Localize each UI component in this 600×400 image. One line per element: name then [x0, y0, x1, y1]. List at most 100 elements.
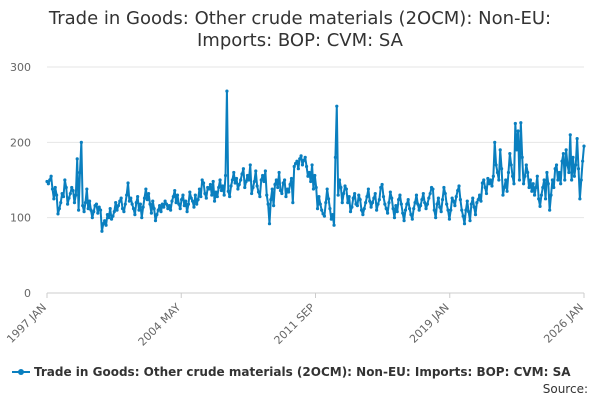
data-point — [412, 207, 416, 211]
data-point — [192, 205, 196, 209]
data-point — [377, 197, 381, 202]
data-point — [311, 187, 316, 191]
data-point — [417, 208, 421, 212]
y-tick-label: 200 — [10, 136, 31, 149]
data-point — [160, 202, 164, 206]
data-point — [450, 196, 454, 200]
legend-label: Trade in Goods: Other crude materials (2… — [34, 365, 571, 379]
data-point — [302, 158, 306, 163]
data-point — [215, 194, 219, 199]
data-point — [440, 197, 445, 202]
data-point — [370, 201, 375, 205]
data-point — [454, 194, 458, 199]
data-point — [181, 193, 185, 197]
data-point — [208, 182, 213, 187]
data-point — [158, 204, 162, 208]
data-point — [155, 213, 159, 217]
data-point — [144, 187, 148, 191]
data-point — [278, 188, 283, 193]
data-point — [244, 179, 248, 184]
data-point — [572, 174, 576, 178]
data-point — [277, 170, 281, 175]
data-point — [520, 155, 524, 159]
data-point — [335, 104, 339, 108]
data-point — [505, 189, 509, 193]
data-point — [138, 202, 142, 206]
data-point — [462, 222, 467, 226]
data-point — [512, 182, 516, 186]
data-point — [269, 197, 273, 202]
data-point — [256, 190, 261, 194]
data-point — [424, 207, 428, 211]
data-point — [50, 187, 55, 191]
data-point — [384, 207, 388, 211]
data-point — [270, 187, 274, 191]
data-point — [164, 202, 169, 206]
data-point — [75, 157, 79, 161]
data-point — [528, 178, 533, 182]
data-point — [64, 185, 68, 190]
data-point — [325, 187, 329, 191]
data-point — [90, 216, 94, 220]
data-point — [388, 190, 392, 194]
data-point — [322, 214, 327, 218]
data-point — [232, 170, 236, 175]
data-point — [186, 202, 191, 206]
data-point — [313, 173, 317, 178]
data-point — [189, 196, 193, 200]
data-point — [516, 129, 520, 133]
data-point — [447, 217, 452, 221]
legend-swatch-icon — [12, 365, 30, 379]
data-point — [309, 179, 313, 184]
data-point — [552, 185, 556, 190]
data-point — [262, 179, 266, 184]
data-point — [471, 196, 475, 200]
data-point — [207, 187, 211, 191]
data-point — [222, 193, 226, 197]
data-point — [314, 185, 318, 190]
data-point — [353, 191, 357, 196]
data-point — [178, 207, 182, 211]
data-point — [428, 191, 432, 196]
data-point — [489, 178, 493, 182]
data-point — [152, 207, 156, 211]
data-point — [122, 210, 126, 214]
data-point — [81, 204, 85, 208]
data-point — [60, 191, 64, 196]
data-point — [318, 202, 322, 206]
legend[interactable]: Trade in Goods: Other crude materials (2… — [12, 365, 571, 379]
data-point — [236, 187, 240, 191]
data-point — [74, 193, 78, 197]
data-point — [553, 167, 557, 171]
data-point — [425, 202, 430, 206]
data-point — [542, 178, 546, 182]
data-point — [453, 204, 457, 208]
chart-title-line-2: Imports: BOP: CVM: SA — [196, 30, 403, 51]
x-tick-label: 2011 SEP — [272, 301, 318, 347]
data-point — [436, 196, 441, 200]
data-point — [502, 185, 506, 190]
data-point — [449, 208, 453, 212]
data-point — [303, 155, 307, 159]
data-point — [564, 148, 568, 152]
y-tick-label: 0 — [24, 287, 31, 300]
data-point — [409, 213, 413, 217]
data-point — [475, 201, 479, 205]
data-point — [405, 202, 409, 206]
data-point — [284, 194, 288, 199]
data-point — [283, 178, 287, 182]
data-point — [524, 163, 528, 167]
data-point — [295, 159, 299, 163]
data-point — [116, 204, 121, 208]
data-point — [55, 193, 59, 197]
x-tick-label: 2019 JAN — [407, 301, 452, 346]
data-point — [228, 194, 232, 199]
data-point — [149, 211, 153, 215]
data-point — [141, 205, 145, 209]
data-point — [304, 164, 309, 169]
data-point — [500, 167, 504, 171]
data-point — [467, 210, 471, 214]
data-point — [46, 182, 50, 186]
data-point — [491, 174, 495, 178]
data-point — [537, 197, 541, 201]
